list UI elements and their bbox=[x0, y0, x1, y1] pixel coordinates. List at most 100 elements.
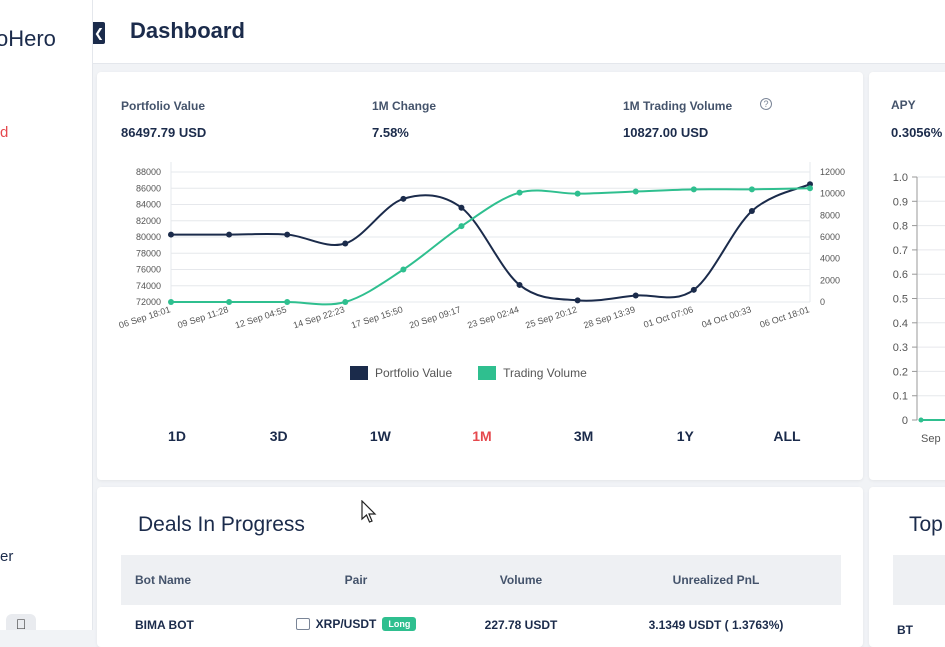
column-unrealized-pnl[interactable]: Unrealized PnL bbox=[672, 573, 760, 587]
top-table-header bbox=[893, 555, 945, 605]
time-range-selector: 1D 3D 1W 1M 3M 1Y ALL bbox=[137, 428, 827, 444]
apy-tick-label: 0.7 bbox=[893, 245, 908, 257]
portfolio-value-line bbox=[170, 183, 811, 302]
trading-volume-point bbox=[516, 189, 523, 196]
change-value: 7.58% bbox=[372, 125, 409, 140]
deals-title: Deals In Progress bbox=[138, 513, 305, 536]
cell-pair: XRP/USDT Long bbox=[261, 617, 451, 633]
trading-volume-label: 1M Trading Volume bbox=[623, 99, 733, 113]
y-right-tick-label: 4000 bbox=[820, 254, 840, 264]
apy-chart: 1.0 0.9 0.8 0.7 0.6 0.5 0.4 0.3 0.2 0.1 0 Sep bbox=[893, 172, 945, 445]
y-right-tick-label: 2000 bbox=[820, 275, 840, 285]
x-tick-label: 20 Sep 09:17 bbox=[408, 304, 462, 330]
sidebar-item-active[interactable]: d bbox=[0, 124, 9, 141]
x-tick-label: 06 Sep 18:01 bbox=[118, 304, 172, 330]
apy-point bbox=[918, 417, 924, 423]
trading-volume-point bbox=[748, 186, 755, 193]
trading-volume-point bbox=[458, 223, 465, 230]
top-cell: BT bbox=[897, 623, 913, 637]
position-badge: Long bbox=[382, 617, 417, 631]
apy-tick-label: 0 bbox=[902, 415, 908, 427]
legend-label-portfolio: Portfolio Value bbox=[375, 366, 453, 380]
legend-label-volume: Trading Volume bbox=[503, 366, 587, 380]
trading-volume-point bbox=[632, 188, 639, 195]
page-title: Dashboard bbox=[130, 18, 245, 43]
y-left-tick-label: 82000 bbox=[136, 216, 161, 226]
collapse-sidebar-icon[interactable]: ❮ bbox=[93, 22, 105, 44]
help-icon[interactable]: ? bbox=[760, 98, 772, 110]
cell-pnl: 3.1349 USDT ( 1.3763%) bbox=[648, 618, 784, 632]
trading-volume-point bbox=[342, 299, 349, 305]
table-header: Bot Name Pair Volume Unrealized PnL bbox=[121, 555, 841, 605]
portfolio-value-point bbox=[574, 297, 581, 304]
sidebar-item[interactable]: er bbox=[0, 548, 14, 565]
y-left-tick-label: 80000 bbox=[136, 232, 161, 242]
range-3m-button[interactable]: 3M bbox=[573, 428, 594, 444]
x-tick-label: 17 Sep 15:50 bbox=[350, 304, 404, 330]
legend-item-portfolio[interactable]: Portfolio Value bbox=[350, 366, 452, 380]
trading-volume-point bbox=[168, 299, 174, 305]
range-1m-button[interactable]: 1M bbox=[472, 428, 492, 444]
y-left-tick-label: 84000 bbox=[136, 200, 161, 210]
range-all-button[interactable]: ALL bbox=[773, 428, 801, 444]
pair-text: XRP/USDT bbox=[315, 617, 377, 631]
trading-volume-point bbox=[690, 186, 697, 193]
legend-swatch-portfolio bbox=[350, 366, 368, 380]
portfolio-value-label: Portfolio Value bbox=[121, 99, 206, 113]
brand-logo-text[interactable]: oHero bbox=[0, 26, 56, 51]
portfolio-value-point bbox=[168, 231, 174, 238]
table-row[interactable]: BIMA BOT XRP/USDT Long 227.78 USDT 3.134… bbox=[121, 605, 841, 645]
trading-volume-point bbox=[574, 190, 581, 197]
apy-value: 0.3056% bbox=[891, 125, 943, 140]
apy-tick-label: 0.6 bbox=[893, 269, 908, 281]
x-tick-label: 12 Sep 04:55 bbox=[234, 304, 288, 330]
mouse-cursor-icon bbox=[361, 500, 377, 523]
top-bar: ❮ Dashboard bbox=[93, 0, 945, 64]
portfolio-value: 86497.79 USD bbox=[121, 125, 207, 140]
x-tick-label: 28 Sep 13:39 bbox=[582, 304, 636, 330]
top-card: Top BT bbox=[869, 487, 945, 647]
range-1y-button[interactable]: 1Y bbox=[676, 428, 694, 444]
portfolio-card: Portfolio Value 86497.79 USD 1M Change 7… bbox=[97, 72, 863, 480]
y-right-tick-label: 10000 bbox=[820, 189, 845, 199]
x-tick-label: 14 Sep 22:23 bbox=[292, 304, 346, 330]
portfolio-value-point bbox=[400, 195, 407, 202]
portfolio-chart: 8800086000840008200080000780007600074000… bbox=[118, 162, 845, 330]
y-left-tick-label: 72000 bbox=[136, 297, 161, 307]
column-pair[interactable]: Pair bbox=[344, 573, 368, 587]
trading-volume-point bbox=[226, 299, 233, 305]
x-tick-label: 09 Sep 11:28 bbox=[176, 304, 229, 330]
portfolio-value-point bbox=[690, 286, 697, 293]
portfolio-value-point bbox=[342, 240, 349, 247]
cell-bot-name: BIMA BOT bbox=[135, 618, 194, 632]
x-tick-label: 04 Oct 00:33 bbox=[700, 304, 752, 329]
y-left-tick-label: 88000 bbox=[136, 167, 161, 177]
deals-table: Bot Name Pair Volume Unrealized PnL BIMA… bbox=[121, 555, 841, 645]
x-tick-label: 01 Oct 07:06 bbox=[642, 304, 694, 329]
range-1d-button[interactable]: 1D bbox=[168, 428, 186, 444]
chart-legend: Portfolio Value Trading Volume bbox=[350, 366, 613, 380]
apy-tick-label: 0.1 bbox=[893, 391, 908, 403]
apy-tick-label: 0.9 bbox=[893, 196, 908, 208]
y-right-tick-label: 6000 bbox=[820, 232, 840, 242]
apy-x-tick-label: Sep bbox=[921, 433, 941, 445]
change-label: 1M Change bbox=[372, 99, 437, 113]
exchange-icon bbox=[295, 618, 310, 630]
column-volume[interactable]: Volume bbox=[499, 573, 543, 587]
x-tick-label: 06 Oct 18:01 bbox=[759, 304, 811, 329]
deals-card: Deals In Progress Bot Name Pair Volume U… bbox=[97, 487, 863, 647]
apple-icon:  bbox=[6, 614, 36, 630]
range-3d-button[interactable]: 3D bbox=[269, 428, 288, 444]
apy-tick-label: 0.2 bbox=[893, 366, 908, 378]
portfolio-value-point bbox=[516, 281, 523, 288]
range-1w-button[interactable]: 1W bbox=[369, 428, 391, 444]
portfolio-value-point bbox=[748, 208, 755, 214]
column-bot-name[interactable]: Bot Name bbox=[135, 573, 192, 587]
apy-tick-label: 1.0 bbox=[893, 172, 908, 184]
apy-tick-label: 0.8 bbox=[893, 221, 908, 233]
legend-item-volume[interactable]: Trading Volume bbox=[478, 366, 587, 380]
y-left-tick-label: 74000 bbox=[136, 281, 161, 291]
y-right-tick-label: 8000 bbox=[820, 210, 840, 220]
portfolio-value-point bbox=[632, 292, 639, 299]
apy-card: APY 0.3056% 1.0 0.9 0.8 0.7 0.6 0.5 0.4 0.3 0.2 0… bbox=[869, 72, 945, 480]
